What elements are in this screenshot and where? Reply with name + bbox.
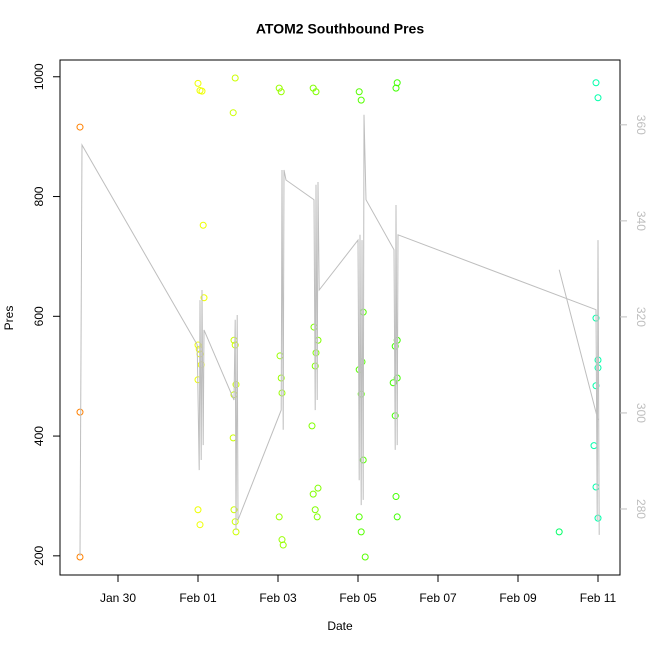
point (389, 379, 397, 387)
point (229, 109, 237, 117)
y-tick-label: 1000 (32, 63, 46, 90)
point (594, 94, 602, 102)
point (76, 408, 84, 416)
point (311, 506, 319, 514)
point (594, 514, 602, 522)
point (276, 352, 284, 360)
x-tick-label: Feb 01 (179, 591, 217, 605)
chart-title: ATOM2 Southbound Pres (256, 21, 424, 37)
line (79, 114, 600, 557)
x-tick-label: Jan 30 (100, 591, 136, 605)
x-tick-label: Feb 03 (259, 591, 297, 605)
point (232, 381, 240, 389)
point (592, 483, 600, 491)
point (312, 349, 320, 357)
point (310, 323, 318, 331)
point (198, 87, 206, 95)
point (275, 513, 283, 521)
point (309, 490, 317, 498)
y-tick-label: 600 (32, 306, 46, 326)
point (196, 521, 204, 529)
point (392, 84, 400, 92)
point (355, 513, 363, 521)
point (279, 541, 287, 549)
point (592, 79, 600, 87)
y-axis-label: Pres (2, 306, 16, 331)
point (277, 88, 285, 96)
point (200, 294, 208, 302)
point (194, 79, 202, 87)
x-tick-label: Feb 07 (419, 591, 457, 605)
point (275, 84, 283, 92)
point (357, 528, 365, 536)
point (355, 88, 363, 96)
y2-tick-label: 280 (634, 499, 648, 519)
x-tick-label: Feb 09 (499, 591, 537, 605)
y2-tick-label: 300 (634, 403, 648, 423)
point (194, 341, 202, 349)
point (76, 123, 84, 131)
point (393, 513, 401, 521)
point (555, 528, 563, 536)
point (231, 518, 239, 526)
point (392, 493, 400, 501)
point (314, 484, 322, 492)
y-tick-label: 800 (32, 186, 46, 206)
point (357, 96, 365, 104)
point (278, 389, 286, 397)
y2-tick-label: 320 (634, 307, 648, 327)
y2-tick-label: 360 (634, 115, 648, 135)
y2-tick-label: 340 (634, 211, 648, 231)
point (312, 88, 320, 96)
point (231, 74, 239, 82)
y-tick-label: 200 (32, 546, 46, 566)
point (230, 506, 238, 514)
x-tick-label: Feb 05 (339, 591, 377, 605)
x-tick-label: Feb 11 (580, 591, 617, 605)
point (361, 553, 369, 561)
point (194, 506, 202, 514)
point (308, 422, 316, 430)
point (199, 221, 207, 229)
x-axis-label: Date (327, 619, 353, 633)
point (313, 513, 321, 521)
point (590, 442, 598, 450)
y-tick-label: 400 (32, 426, 46, 446)
plot-box (59, 59, 621, 576)
